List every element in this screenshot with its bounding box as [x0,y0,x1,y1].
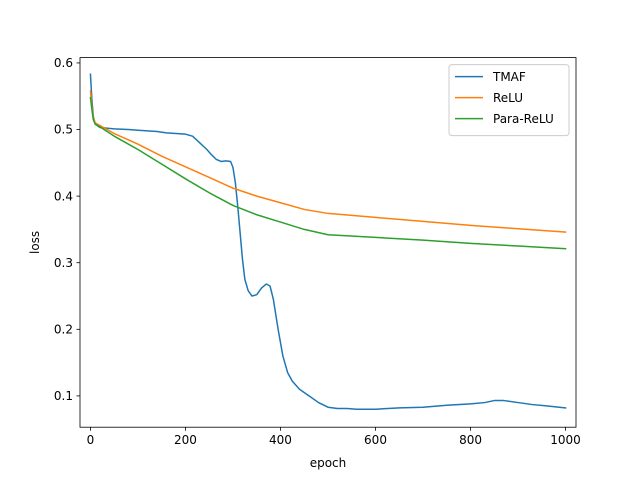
x-tick-label: 0 [87,433,95,447]
series-line-tmaf [89,73,567,410]
y-tick-label: 0.2 [54,323,73,337]
x-tick-label: 1000 [550,433,581,447]
x-tick-label: 200 [174,433,197,447]
y-tick-label: 0.3 [54,256,73,270]
y-tick-label: 0.1 [54,389,73,403]
plot-frame [79,57,577,428]
y-axis-label: loss [28,231,42,254]
x-tick-label: 800 [459,433,482,447]
series-line-para-relu [89,96,567,250]
y-tick-label: 0.5 [54,123,73,137]
series-line-relu [89,90,567,233]
y-tick-label: 0.4 [54,189,73,203]
legend-label: ReLU [493,91,523,105]
x-tick-label: 400 [269,433,292,447]
legend-label: TMAF [492,70,526,84]
y-axis: 0.1 0.2 0.3 0.4 0.5 0.6 [54,56,80,403]
legend-label: Para-ReLU [493,112,554,126]
x-tick-label: 600 [364,433,387,447]
series-layer [89,73,567,410]
legend: TMAF ReLU Para-ReLU [448,64,570,137]
y-tick-label: 0.6 [54,56,73,70]
x-axis-label: epoch [310,456,347,470]
x-axis: 0 200 400 600 800 1000 [87,427,581,447]
